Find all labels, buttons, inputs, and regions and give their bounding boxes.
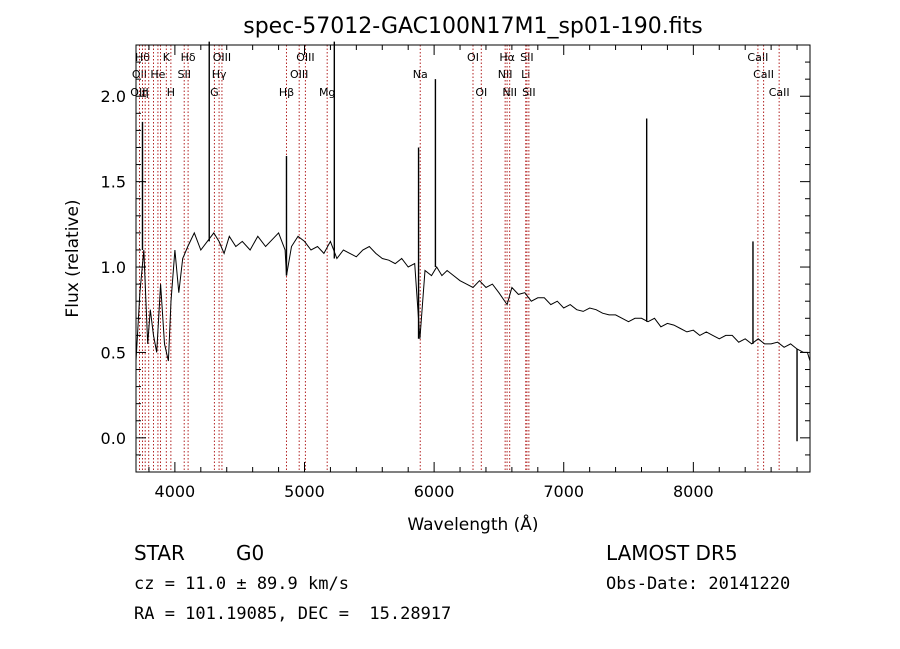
line-marker-label: H xyxy=(167,86,175,99)
line-marker-label: OIII xyxy=(213,51,231,64)
line-marker-label: Hα xyxy=(499,51,515,64)
plot-frame xyxy=(135,44,811,473)
line-marker-label: Hβ xyxy=(279,86,294,99)
line-marker-label: CaII xyxy=(747,51,768,64)
x-tick-label: 5000 xyxy=(284,482,325,501)
line-marker-label: SII xyxy=(177,68,190,81)
redshift-velocity: cz = 11.0 ± 89.9 km/s xyxy=(134,574,349,594)
observation-date: Obs-Date: 20141220 xyxy=(606,574,791,594)
line-marker-label: G xyxy=(210,86,219,99)
x-tick-label: 6000 xyxy=(414,482,455,501)
sky-coordinates: RA = 101.19085, DEC = 15.28917 xyxy=(134,604,452,624)
y-axis-label: Flux (relative) xyxy=(63,199,83,317)
line-marker-label: Mg xyxy=(319,86,335,99)
line-marker-label: CaII xyxy=(753,68,774,81)
y-tick-label: 0.5 xyxy=(101,343,126,362)
y-tick-label: 0.0 xyxy=(101,429,126,448)
line-marker-label: Na xyxy=(413,68,428,81)
line-marker-label: Hθ xyxy=(135,51,150,64)
y-tick-label: 1.0 xyxy=(101,258,126,277)
x-tick-label: 4000 xyxy=(155,482,196,501)
x-axis-label: Wavelength (Å) xyxy=(407,513,538,535)
object-subclass: G0 xyxy=(236,541,265,565)
line-marker-label: OI xyxy=(467,51,479,64)
line-marker-label: OI xyxy=(475,86,487,99)
line-marker-label: CaII xyxy=(769,86,790,99)
line-marker-label: He xyxy=(150,68,165,81)
line-marker-label: SII xyxy=(520,51,533,64)
y-tick-label: 1.5 xyxy=(101,173,126,192)
y-tick-label: 2.0 xyxy=(101,87,126,106)
line-marker-label: η xyxy=(142,86,149,99)
chart-title: spec-57012-GAC100N17M1_sp01-190.fits xyxy=(243,14,703,39)
survey-name: LAMOST DR5 xyxy=(606,541,738,565)
object-class: STAR xyxy=(134,541,185,565)
line-marker-label: K xyxy=(163,51,171,64)
line-marker-label: Li xyxy=(521,68,530,81)
line-marker-label: NII xyxy=(502,86,517,99)
line-marker-label: NII xyxy=(498,68,513,81)
line-marker-label: OIII xyxy=(296,51,314,64)
spectrum-line xyxy=(135,231,811,362)
x-tick-label: 8000 xyxy=(673,482,714,501)
line-marker-label: SII xyxy=(522,86,535,99)
x-tick-label: 7000 xyxy=(543,482,584,501)
line-marker-label: Hγ xyxy=(212,68,227,81)
line-marker-label: Hδ xyxy=(181,51,196,64)
line-marker-label: OIII xyxy=(290,68,308,81)
